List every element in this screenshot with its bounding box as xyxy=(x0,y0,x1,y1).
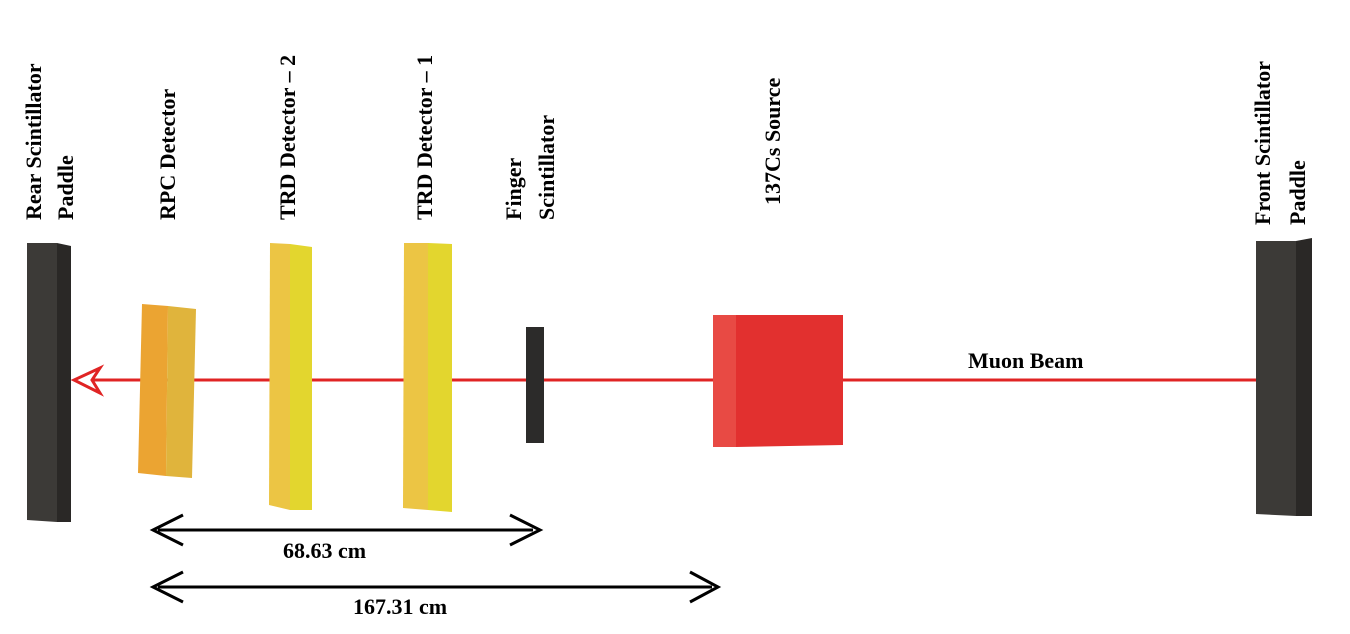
front-scintillator-paddle xyxy=(1256,238,1312,516)
muon-beam-label: Muon Beam xyxy=(968,348,1084,373)
cs137-source xyxy=(713,315,843,447)
distance-short-label: 68.63 cm xyxy=(283,538,366,563)
distance-long-label: 167.31 cm xyxy=(353,594,447,619)
finger-label-line1: Finger xyxy=(501,157,526,220)
front-paddle-label-line2: Paddle xyxy=(1285,160,1310,225)
finger-scintillator xyxy=(526,327,544,443)
front-paddle-label-line1: Front Scintillator xyxy=(1250,61,1275,225)
trd2-label: TRD Detector – 2 xyxy=(275,55,300,220)
rear-scintillator-paddle xyxy=(27,243,71,522)
beam-arrowhead xyxy=(70,364,105,397)
rpc-detector xyxy=(138,304,196,478)
dimension-arrow-long xyxy=(149,570,722,604)
trd-detector-1 xyxy=(403,243,452,512)
source-label: 137Cs Source xyxy=(760,77,785,205)
finger-label-line2: Scintillator xyxy=(534,115,559,220)
rear-paddle-label-line2: Paddle xyxy=(53,155,78,220)
rear-paddle-label-line1: Rear Scintillator xyxy=(21,63,46,220)
trd1-label: TRD Detector – 1 xyxy=(412,55,437,220)
trd-detector-2 xyxy=(269,243,312,510)
dimension-arrow-short xyxy=(149,513,544,547)
rpc-label: RPC Detector xyxy=(155,88,180,220)
